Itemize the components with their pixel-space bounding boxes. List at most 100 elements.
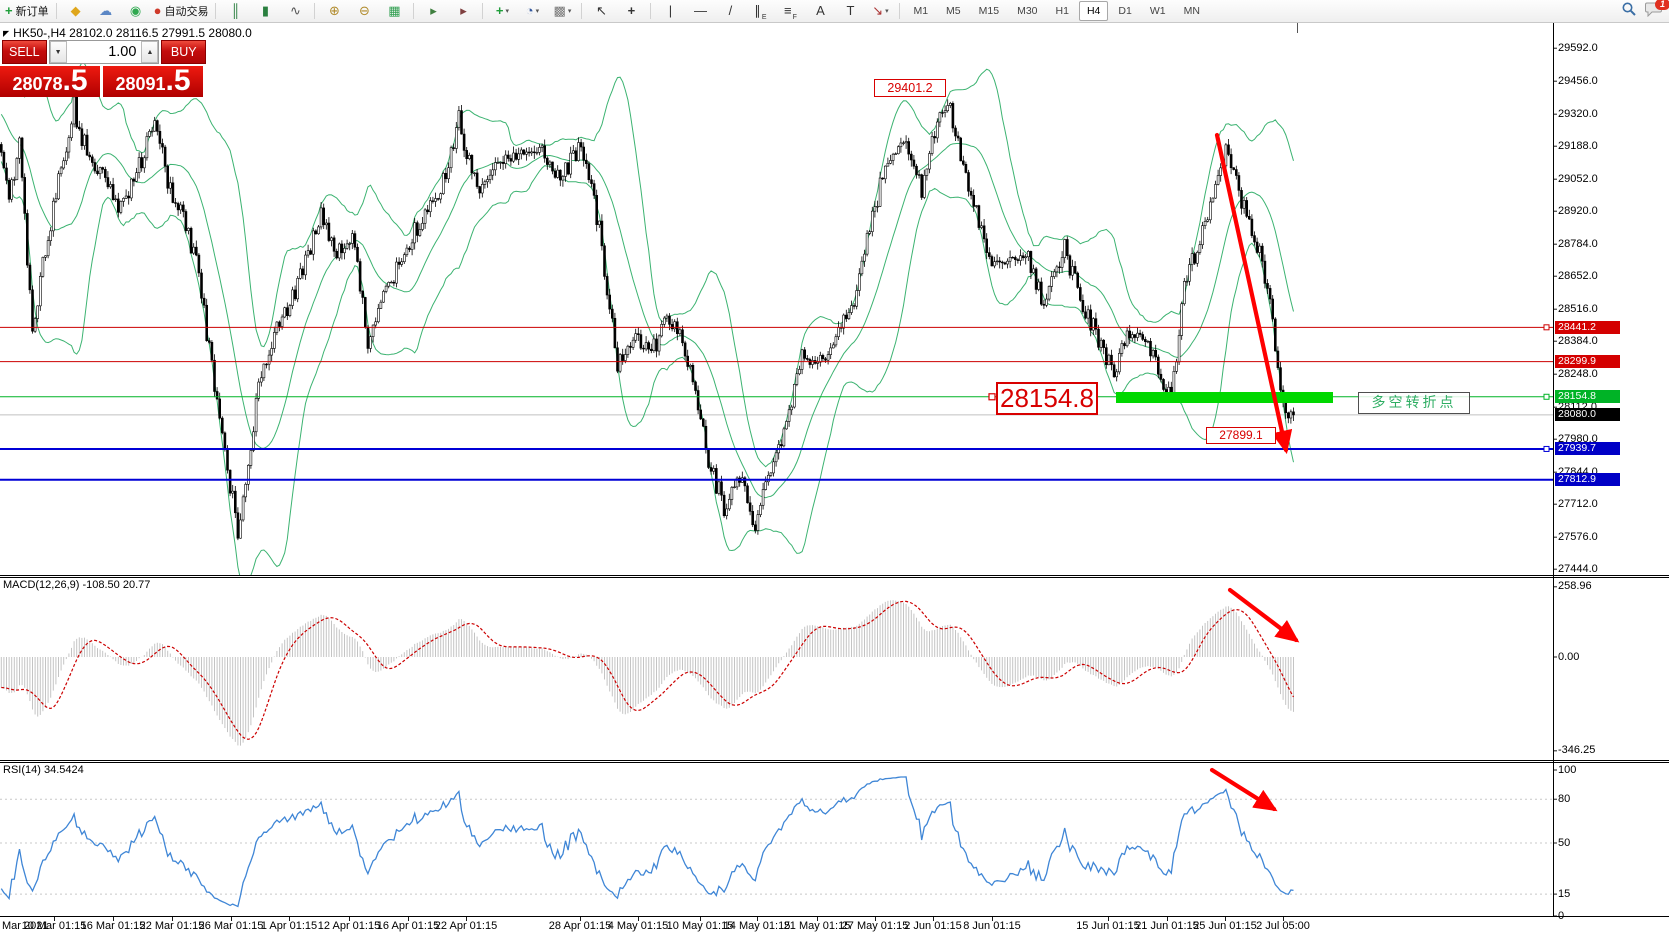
timeframe-w1-button[interactable]: W1	[1149, 5, 1166, 17]
chart-title-text: HK50-,H4 28102.0 28116.5 27991.5 28080.0	[13, 26, 252, 40]
periods-button[interactable]: ◔ ▾	[518, 1, 546, 21]
fibonacci-button[interactable]: ≡ F	[776, 1, 804, 21]
notifications-icon[interactable]: 1	[1645, 0, 1669, 22]
chart-styler-icon: ◆	[70, 3, 81, 18]
templates-button[interactable]: ▩ ▾	[548, 1, 576, 21]
new-order-button[interactable]: + 新订单	[3, 1, 51, 21]
line-chart-icon: ∿	[290, 3, 301, 18]
cursor-icon: ↖	[596, 3, 607, 18]
text-label-button[interactable]: T	[836, 1, 864, 21]
price-axis-label: 29592.0	[1558, 41, 1598, 54]
chevron-down-icon[interactable]: ▾	[567, 8, 572, 15]
volume-increase-button[interactable]: ▲	[141, 41, 159, 63]
signals-icon: ◉	[129, 3, 142, 18]
chevron-down-icon[interactable]: ▾	[535, 8, 540, 15]
price-axis-label: 27980.0	[1558, 432, 1598, 445]
search-icon[interactable]	[1621, 1, 1637, 22]
buy-price[interactable]: 28091.5	[103, 66, 203, 97]
crosshair-button[interactable]: +	[617, 1, 645, 21]
vertical-line-button[interactable]: |	[656, 1, 684, 21]
timeframe-m30-button[interactable]: M30	[1017, 5, 1038, 17]
auto-scroll-button[interactable]: ▸	[419, 1, 447, 21]
price-axis-label: 27712.0	[1558, 497, 1598, 510]
cursor-button[interactable]: ↖	[587, 1, 615, 21]
chart-pointer-icon: ◤	[3, 28, 10, 38]
time-axis-label: 22 Apr 01:15	[434, 920, 498, 932]
toolbar-separator	[55, 3, 57, 19]
time-axis-label: 2 Jun 01:15	[904, 920, 962, 932]
volume-stepper[interactable]: ▼ 1.00 ▲	[48, 40, 160, 64]
time-axis-label: 26 Mar 01:15	[198, 920, 264, 932]
macd-axis-label: -346.25	[1558, 744, 1596, 757]
chart-shift-icon: ▸	[460, 3, 467, 18]
timeframe-d1-button[interactable]: D1	[1118, 5, 1132, 17]
toolbar-separator	[899, 3, 901, 19]
price-badge: 28441.2	[1555, 320, 1620, 334]
time-axis-label: 10 Mar 01:15	[21, 920, 87, 932]
new-order-label: 新订单	[15, 6, 49, 18]
notification-badge: 1	[1655, 0, 1669, 10]
toolbar-separator	[482, 3, 484, 19]
volume-decrease-button[interactable]: ▼	[49, 41, 67, 63]
equidistant-channel-icon: ∥	[754, 3, 761, 18]
arrows-button[interactable]: ↘ ▾	[866, 1, 894, 21]
timeframe-m15-button[interactable]: M15	[978, 5, 1000, 17]
rsi-axis-label: 50	[1558, 836, 1571, 849]
trendline-button[interactable]: /	[716, 1, 744, 21]
line-chart-button[interactable]: ∿	[281, 1, 309, 21]
chart-styler-button[interactable]: ◆	[62, 1, 90, 21]
signals-button[interactable]: ◉	[122, 1, 150, 21]
candlestick-chart-button[interactable]: ▮	[251, 1, 279, 21]
timeframe-m1-button[interactable]: M1	[913, 5, 929, 17]
chevron-down-icon[interactable]: ▾	[885, 8, 889, 15]
toolbar-separator	[215, 3, 217, 19]
zoom-out-icon: ⊖	[359, 3, 370, 18]
rsi-axis-label: 0	[1558, 909, 1565, 922]
new-order-icon: +	[5, 3, 13, 18]
tile-windows-button[interactable]: ▦	[380, 1, 408, 21]
indicators-button[interactable]: + ▾	[488, 1, 516, 21]
toolbar-buttons: + 新订单 ◆ ☁ ◉ ● 自动交易 ║ ▮ ∿ ⊕ ⊖ ▦ ▸ ▸ + ▾ ◔ ▾ ▩ ▾ ↖ + | — / ∥ E ≡ F A T ↘ ▾ M…	[0, 0, 1209, 22]
buy-button[interactable]: BUY	[161, 40, 206, 64]
horizontal-line-icon: —	[693, 3, 707, 18]
price-axis-label: 28652.0	[1558, 269, 1598, 282]
auto-scroll-icon: ▸	[430, 3, 437, 18]
auto-trading-icon: ●	[153, 3, 162, 18]
horizontal-line-button[interactable]: —	[686, 1, 714, 21]
time-axis-label: 25 Jun 01:15	[1193, 920, 1257, 932]
zoom-in-button[interactable]: ⊕	[320, 1, 348, 21]
price-axis-label: 29052.0	[1558, 172, 1598, 185]
auto-trading-label: 自动交易	[164, 6, 209, 18]
price-axis-label: 28920.0	[1558, 204, 1598, 217]
timeframe-h1-button[interactable]: H1	[1055, 5, 1069, 17]
toolbar-separator	[581, 3, 583, 19]
bar-chart-button[interactable]: ║	[221, 1, 249, 21]
zoom-out-button[interactable]: ⊖	[350, 1, 378, 21]
price-badge: 27939.7	[1555, 442, 1620, 456]
volume-value[interactable]: 1.00	[108, 44, 137, 60]
annotation-high-price: 29401.2	[874, 79, 946, 97]
equidistant-channel-button[interactable]: ∥ E	[746, 1, 774, 21]
price-axis-label: 29320.0	[1558, 107, 1598, 120]
auto-trading-button[interactable]: ● 自动交易	[152, 1, 211, 21]
text-button[interactable]: A	[806, 1, 834, 21]
sell-button[interactable]: SELL	[2, 40, 47, 64]
tile-windows-icon: ▦	[388, 3, 401, 18]
timeframe-mn-button[interactable]: MN	[1183, 5, 1200, 17]
price-axis-label: 28784.0	[1558, 237, 1598, 250]
time-axis-label: 22 Mar 01:15	[139, 920, 205, 932]
chevron-down-icon[interactable]: ▾	[505, 8, 509, 15]
trendline-icon: /	[728, 3, 733, 18]
candlestick-chart-icon: ▮	[261, 3, 270, 18]
sell-price[interactable]: 28078.5	[0, 66, 100, 97]
text-icon: A	[816, 3, 825, 18]
trade-prices-row: 28078.5 28091.5	[0, 66, 206, 97]
chart-shift-button[interactable]: ▸	[449, 1, 477, 21]
timeframe-m5-button[interactable]: M5	[946, 5, 961, 17]
time-axis-label: 21 May 01:15	[783, 920, 851, 932]
price-axis-label: 28384.0	[1558, 334, 1598, 347]
timeframe-h4-button[interactable]: H4	[1078, 1, 1109, 21]
publish-chart-button[interactable]: ☁	[92, 1, 120, 21]
